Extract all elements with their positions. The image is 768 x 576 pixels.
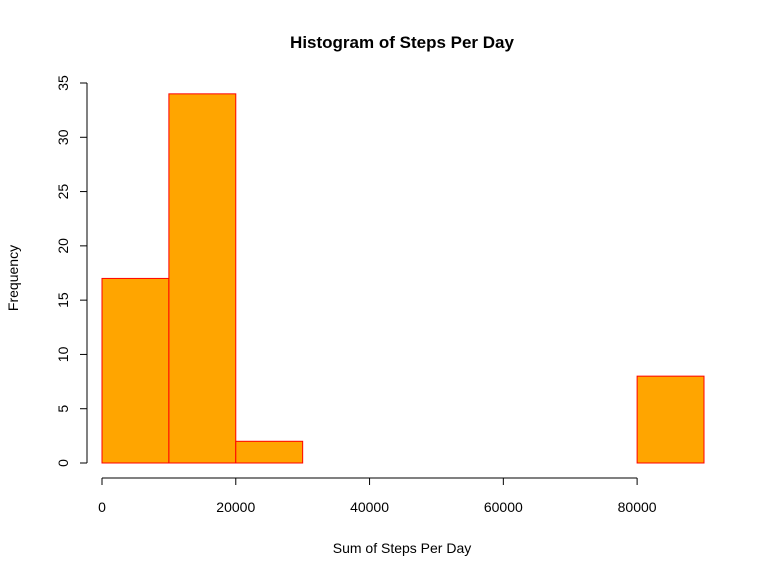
y-tick-label: 15 xyxy=(55,292,71,308)
x-tick-label: 80000 xyxy=(618,499,657,515)
histogram-bar-1 xyxy=(168,93,237,464)
x-tick-label: 40000 xyxy=(350,499,389,515)
y-tick-label: 10 xyxy=(55,346,71,362)
bars-group xyxy=(101,93,705,464)
y-tick-label: 30 xyxy=(55,129,71,145)
y-tick-label: 0 xyxy=(55,459,71,467)
x-tick-label: 60000 xyxy=(484,499,523,515)
chart-title: Histogram of Steps Per Day xyxy=(290,33,514,52)
x-tick-label: 0 xyxy=(98,499,106,515)
histogram-bar-0 xyxy=(101,277,170,464)
histogram-bar-2 xyxy=(235,440,304,464)
x-tick-label: 20000 xyxy=(216,499,255,515)
x-axis: 0 20000 40000 60000 80000 xyxy=(98,477,657,515)
y-axis-label: Frequency xyxy=(5,245,21,311)
y-axis: 0 5 10 15 20 25 30 35 xyxy=(55,75,88,467)
y-tick-label: 5 xyxy=(55,405,71,413)
histogram-bar-8 xyxy=(636,375,705,464)
x-axis-label: Sum of Steps Per Day xyxy=(333,540,472,556)
y-tick-label: 20 xyxy=(55,238,71,254)
y-tick-label: 25 xyxy=(55,184,71,200)
y-tick-label: 35 xyxy=(55,75,71,91)
